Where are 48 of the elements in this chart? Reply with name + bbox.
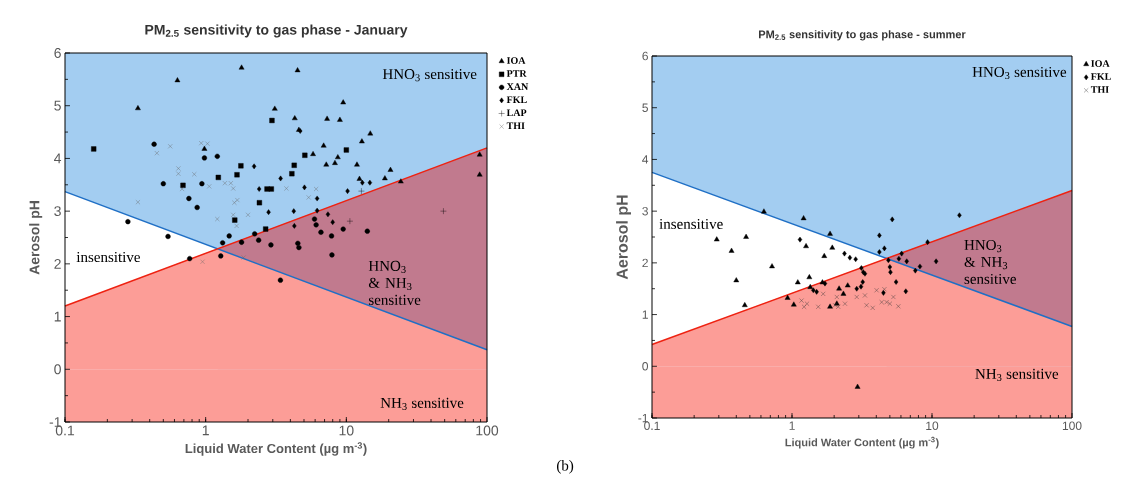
y-tick-label: 3 [54, 206, 61, 217]
y-tick-label: -1 [638, 413, 648, 423]
x-tick-label: 100 [476, 425, 499, 436]
x-tick-label: 0.1 [644, 421, 660, 431]
y-tick-label: 4 [54, 153, 62, 164]
y-tick-label: 2 [54, 258, 61, 269]
chart-title: PM$_{2.5}$ sensitivity to gas phase - summer [759, 30, 966, 41]
legend-label: THI [506, 122, 525, 130]
text: (b) [556, 460, 574, 474]
y-tick-label: 2 [642, 258, 648, 268]
legend-label: XAN [506, 83, 529, 90]
y-tick-label: 3 [642, 206, 648, 216]
x-tick-label: 0.1 [55, 425, 75, 436]
annotation: NH$_{3}$ sensitive [975, 368, 1059, 382]
annotation: insensitive [659, 218, 723, 229]
x-tick-label: 1 [789, 421, 795, 430]
legend-label: FKL [506, 96, 527, 103]
annotation: HNO$_{3}$ & NH$_{3}$ sensitive [368, 260, 421, 305]
y-tick-label: 1 [54, 311, 61, 322]
legend-label: IOA [506, 57, 526, 64]
y-tick-label: 0 [54, 364, 61, 375]
annotation: insensitive [76, 252, 140, 263]
x-tick-label: 1 [202, 425, 209, 436]
legend-label: IOA [1091, 60, 1110, 67]
x-axis-title: Liquid Water Content (µg m$^{-3}$) [785, 436, 939, 449]
legend-label: PTR [506, 70, 527, 77]
annotation: HNO$_{3}$ sensitive [382, 69, 477, 82]
x-tick-label: 100 [1062, 421, 1082, 431]
y-tick-label: 0 [642, 362, 649, 371]
y-axis-title: Aerosol pH [616, 195, 631, 280]
annotation: HNO$_{3}$ & NH$_{3}$ sensitive [964, 239, 1016, 285]
x-tick-label: 10 [926, 421, 939, 431]
y-tick-label: 5 [54, 100, 61, 111]
x-axis-title: Liquid Water Content (µg m$^{-3}$) [185, 442, 367, 456]
legend-label: LAP [506, 109, 527, 117]
chart-title: PM$_{2.5}$ sensitivity to gas phase - January [145, 24, 408, 38]
y-tick-label: 5 [642, 103, 648, 112]
y-tick-label: 6 [642, 51, 648, 61]
legend-label: FKL [1090, 73, 1111, 80]
y-tick-label: 1 [642, 310, 648, 319]
y-axis-title: Aerosol pH [29, 201, 43, 275]
x-tick-label: 10 [339, 425, 354, 436]
legend-label: THI [1090, 86, 1109, 93]
y-tick-label: 6 [54, 48, 61, 58]
annotation: NH$_{3}$ sensitive [380, 397, 464, 411]
y-tick-label: 4 [642, 155, 649, 164]
y-tick-label: -1 [49, 417, 61, 427]
annotation: HNO$_{3}$ sensitive [972, 66, 1067, 80]
